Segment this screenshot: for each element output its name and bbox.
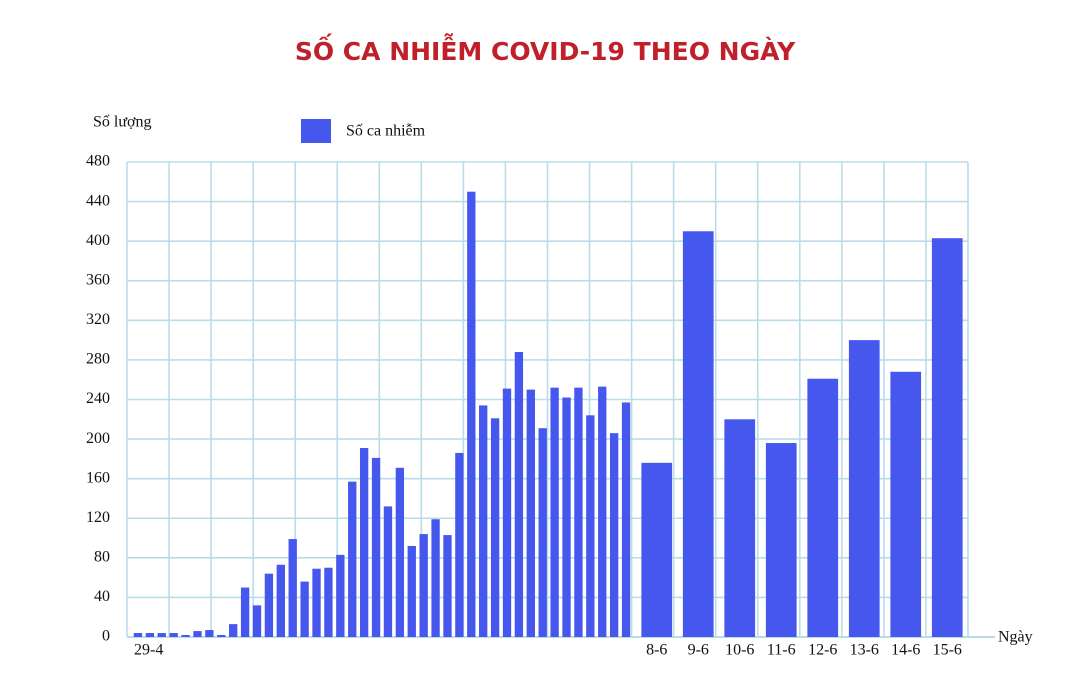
x-tick-label: 8-6	[646, 642, 667, 659]
x-tick-label: 12-6	[808, 642, 837, 659]
bar	[169, 633, 178, 637]
bar	[890, 371, 922, 637]
bar	[252, 605, 262, 637]
bar	[765, 443, 797, 637]
bar	[145, 633, 155, 637]
bar	[848, 340, 880, 637]
y-tick-label: 240	[86, 390, 110, 407]
bar	[300, 581, 309, 637]
bar	[467, 191, 476, 637]
bar	[193, 631, 202, 637]
bar	[419, 534, 428, 637]
x-tick-label: 10-6	[725, 642, 754, 659]
y-tick-label: 280	[86, 351, 110, 368]
legend-label: Số ca nhiễm	[346, 123, 426, 140]
bar	[431, 519, 440, 637]
bar	[586, 415, 595, 637]
legend-swatch	[301, 119, 331, 143]
x-axis-label: Ngày	[998, 629, 1033, 646]
x-tick-label: 13-6	[850, 642, 879, 659]
y-tick-label: 120	[86, 509, 110, 526]
y-tick-label: 440	[86, 192, 110, 209]
bar	[574, 387, 583, 637]
bar	[479, 405, 488, 637]
y-tick-label: 360	[86, 271, 110, 288]
x-tick-label: 15-6	[933, 642, 962, 659]
y-axis-label: Số lượng	[93, 114, 151, 131]
bar	[157, 633, 166, 637]
x-tick-label: 11-6	[767, 642, 796, 659]
bar	[395, 467, 405, 637]
bar	[641, 462, 673, 637]
bar	[538, 428, 547, 637]
bar	[443, 535, 452, 637]
bar	[359, 447, 369, 637]
y-tick-label: 40	[94, 588, 110, 605]
bar	[621, 402, 631, 637]
bar	[240, 587, 250, 637]
bar	[217, 635, 226, 637]
x-tick-label: 29-4	[134, 642, 163, 659]
x-tick-label: 14-6	[891, 642, 920, 659]
bar	[312, 568, 321, 637]
bar	[550, 387, 559, 637]
bar	[229, 624, 238, 637]
x-tick-label: 9-6	[688, 642, 709, 659]
y-tick-label: 400	[86, 232, 110, 249]
bar	[562, 397, 571, 637]
bar	[682, 231, 714, 638]
bar	[490, 418, 500, 637]
bar	[931, 238, 963, 637]
bar	[383, 506, 393, 637]
y-tick-label: 160	[86, 469, 110, 486]
bar	[514, 352, 524, 637]
bar	[455, 452, 464, 637]
bar	[181, 635, 190, 637]
bar	[336, 554, 345, 637]
y-tick-label: 480	[86, 153, 110, 170]
bar	[807, 378, 839, 637]
bar	[264, 573, 274, 637]
bar	[724, 419, 756, 637]
bar	[133, 633, 143, 637]
bar	[502, 388, 512, 637]
bar	[609, 433, 619, 637]
bar	[348, 481, 357, 637]
bar	[371, 457, 381, 637]
bar	[407, 545, 416, 637]
bar	[205, 630, 214, 637]
y-tick-label: 80	[94, 549, 110, 566]
bar	[526, 389, 535, 637]
bar	[598, 386, 607, 637]
bar	[324, 567, 333, 637]
y-tick-label: 0	[102, 628, 110, 645]
chart-title: SỐ CA NHIỄM COVID-19 THEO NGÀY	[295, 33, 796, 66]
y-tick-label: 320	[86, 311, 110, 328]
bar	[276, 564, 285, 637]
y-tick-label: 200	[86, 430, 110, 447]
bar	[288, 539, 297, 637]
